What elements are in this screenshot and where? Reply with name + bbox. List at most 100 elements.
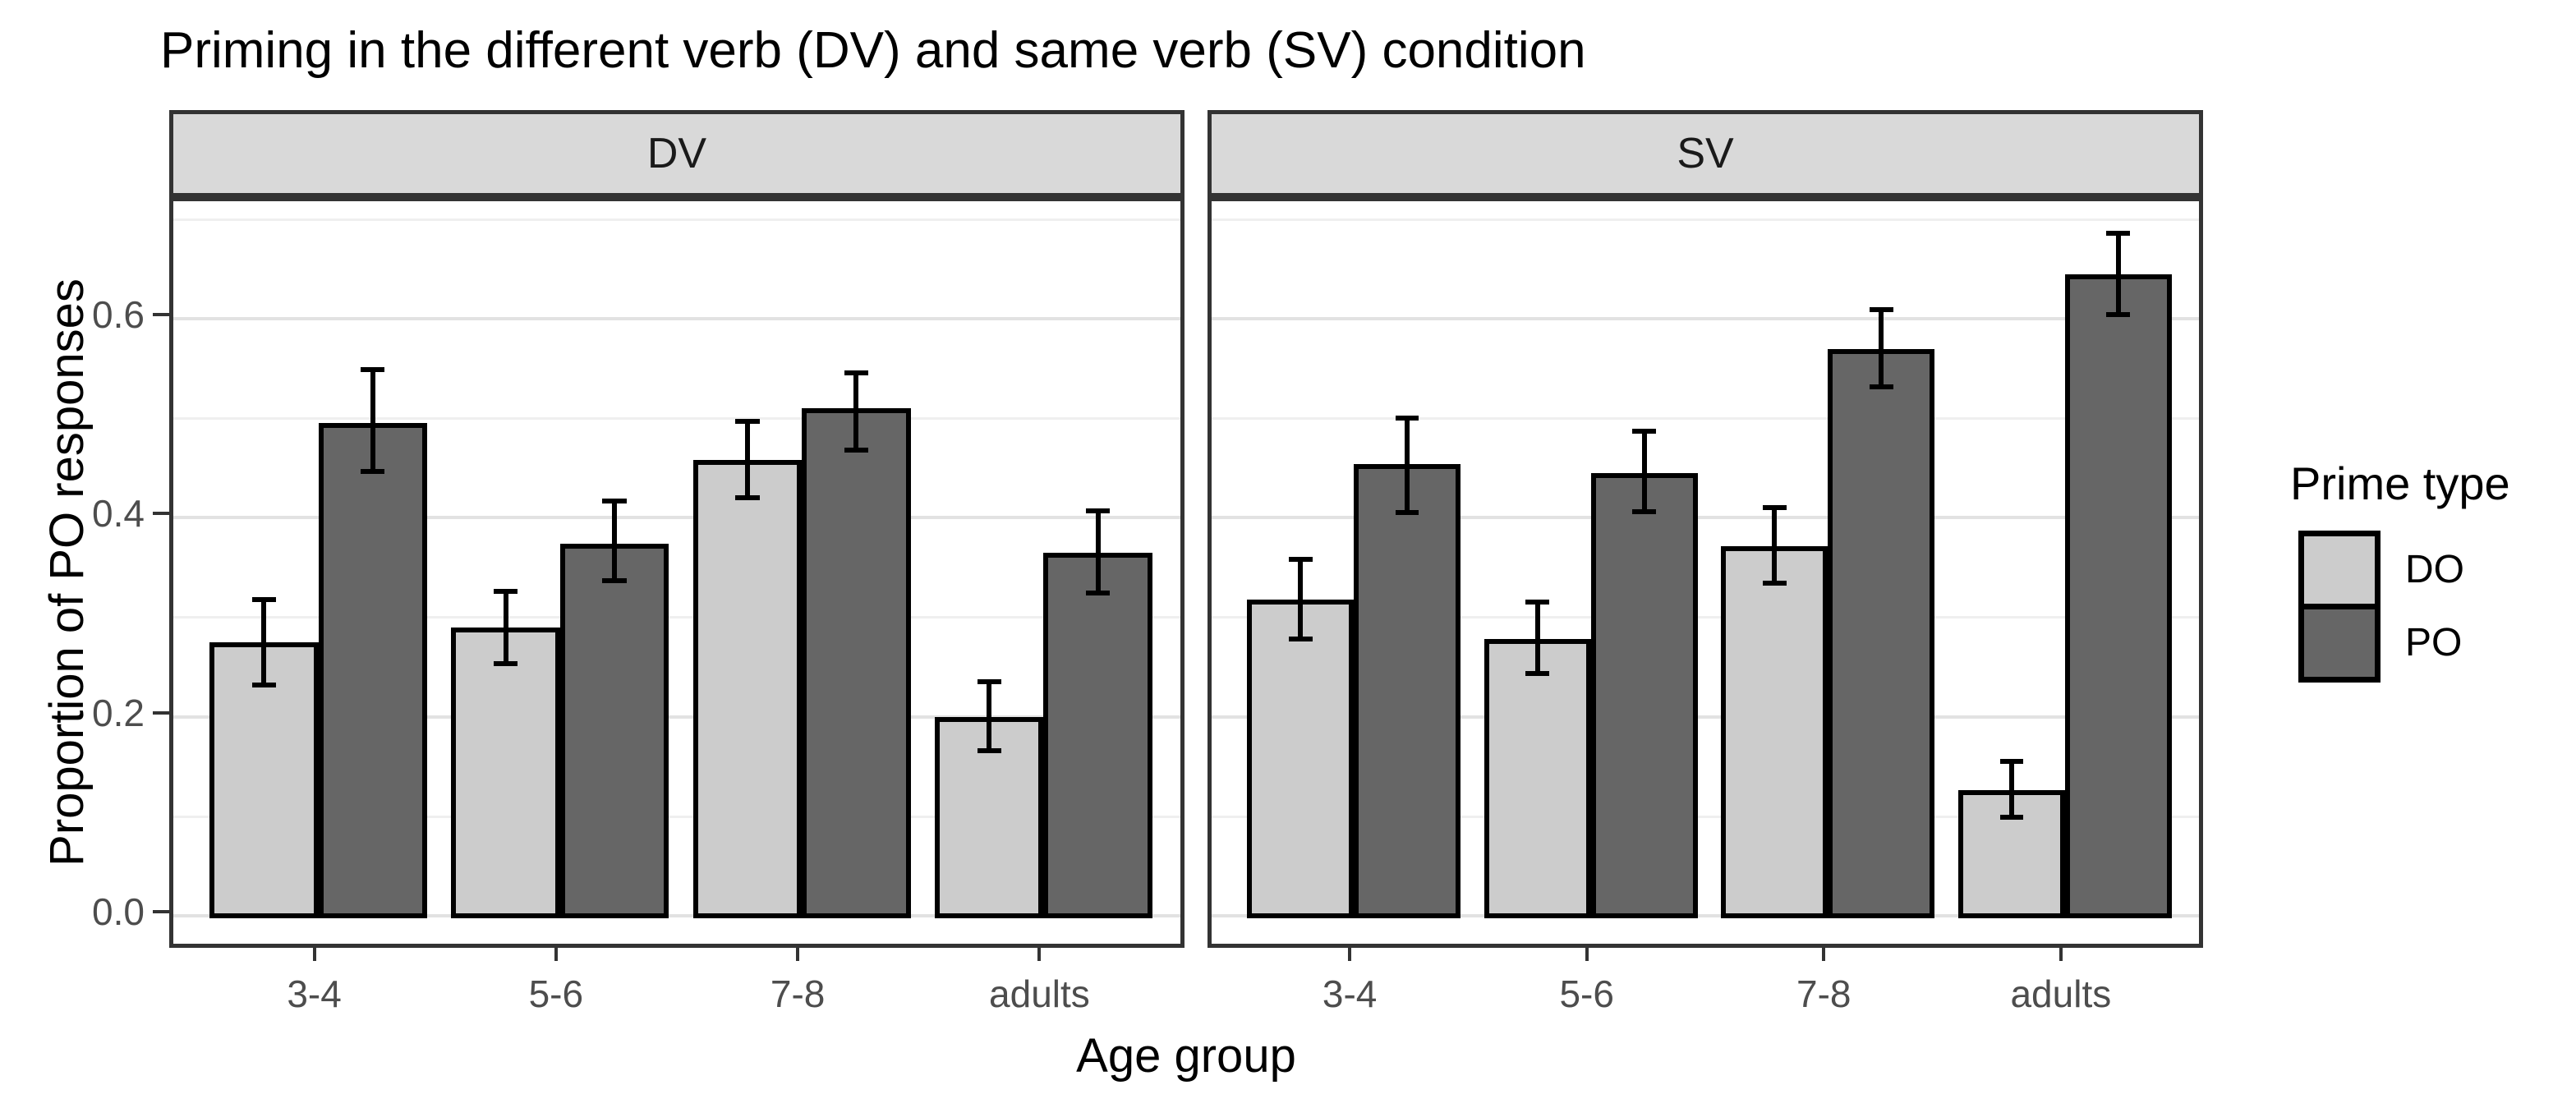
- gridline-minor-0.3: [1212, 616, 2199, 619]
- gridline-major-0.2: [173, 715, 1180, 719]
- error-bar-sv-3-4-do-cap-high: [1288, 557, 1313, 563]
- error-bar-dv-adults-do-cap-high: [977, 679, 1001, 685]
- error-bar-dv-7-8-do-cap-high: [735, 418, 760, 424]
- facet-strip-sv: SV: [1208, 110, 2203, 197]
- error-bar-dv-5-6-po-cap-low: [602, 577, 627, 583]
- y-tick-0.4: [153, 512, 169, 516]
- bar-dv-7-8-do: [692, 459, 803, 918]
- error-bar-dv-adults-po: [1095, 510, 1101, 594]
- x-tick-label-sv-7-8: 7-8: [1796, 972, 1852, 1015]
- x-tick-dv-5-6: [554, 948, 558, 961]
- x-tick-sv-7-8: [1822, 948, 1826, 961]
- bar-dv-5-6-do: [451, 627, 560, 918]
- x-tick-label-dv-adults: adults: [989, 972, 1090, 1015]
- y-tick-0.6: [153, 312, 169, 316]
- error-bar-sv-adults-po-cap-high: [2106, 230, 2131, 236]
- facet-panel-dv: [169, 197, 1184, 948]
- facet-panel-sv: [1208, 197, 2203, 948]
- error-bar-dv-3-4-po: [370, 369, 375, 472]
- error-bar-dv-3-4-do-cap-low: [251, 682, 277, 687]
- bar-sv-adults-po: [2064, 274, 2172, 918]
- legend-swatch-po: [2298, 604, 2380, 683]
- error-bar-dv-3-4-do: [261, 599, 267, 685]
- y-tick-label-0.6: 0.6: [92, 292, 145, 336]
- legend-label-do: DO: [2405, 548, 2464, 591]
- error-bar-sv-5-6-do: [1534, 602, 1540, 674]
- error-bar-dv-7-8-po-cap-high: [844, 370, 869, 376]
- bar-sv-5-6-do: [1484, 639, 1591, 918]
- error-bar-dv-3-4-po-cap-high: [361, 366, 385, 372]
- error-bar-dv-adults-do-cap-low: [977, 747, 1001, 753]
- x-tick-sv-3-4: [1348, 948, 1352, 961]
- x-tick-label-sv-3-4: 3-4: [1322, 972, 1378, 1015]
- error-bar-sv-7-8-po: [1879, 309, 1884, 388]
- error-bar-sv-3-4-po: [1405, 418, 1410, 513]
- error-bar-sv-3-4-po-cap-high: [1395, 416, 1419, 421]
- gridline-major-0.6: [173, 316, 1180, 320]
- facet-strip-dv: DV: [169, 110, 1184, 197]
- error-bar-sv-adults-do-cap-low: [1999, 815, 2024, 820]
- error-bar-dv-5-6-do: [503, 591, 508, 664]
- error-bar-sv-5-6-po: [1641, 430, 1647, 512]
- y-tick-0.2: [153, 710, 169, 715]
- y-tick-label-0.0: 0.0: [92, 890, 145, 933]
- error-bar-sv-5-6-do-cap-high: [1525, 600, 1550, 605]
- error-bar-sv-adults-do: [2008, 761, 2014, 817]
- error-bar-sv-5-6-do-cap-low: [1525, 671, 1550, 677]
- error-bar-sv-7-8-po-cap-high: [1869, 306, 1893, 312]
- x-tick-label-dv-7-8: 7-8: [770, 972, 826, 1015]
- error-bar-sv-adults-do-cap-high: [1999, 759, 2024, 765]
- gridline-major-0.2: [1212, 715, 2199, 719]
- gridline-minor-0.7: [1212, 218, 2199, 221]
- gridline-major-0: [1212, 914, 2199, 917]
- x-tick-dv-7-8: [796, 948, 800, 961]
- x-axis-title: Age group: [1076, 1029, 1296, 1083]
- bar-dv-3-4-do: [209, 641, 319, 918]
- error-bar-sv-7-8-do-cap-low: [1762, 581, 1787, 586]
- legend-swatch-do: [2298, 531, 2380, 609]
- error-bar-sv-7-8-do-cap-high: [1762, 505, 1787, 511]
- bar-sv-3-4-po: [1354, 463, 1460, 918]
- legend-label-po: PO: [2405, 621, 2463, 664]
- x-tick-label-sv-5-6: 5-6: [1559, 972, 1614, 1015]
- error-bar-dv-adults-po-cap-low: [1085, 591, 1111, 596]
- error-bar-sv-adults-po-cap-low: [2106, 311, 2131, 317]
- error-bar-dv-7-8-do: [744, 421, 750, 498]
- bar-dv-7-8-po: [802, 407, 911, 918]
- error-bar-sv-7-8-po-cap-low: [1869, 384, 1893, 390]
- gridline-minor-0.7: [173, 218, 1180, 221]
- bar-dv-adults-po: [1043, 552, 1152, 918]
- facet-strip-label-dv: DV: [646, 130, 707, 177]
- x-tick-dv-adults: [1037, 948, 1042, 961]
- gridline-minor-0.3: [173, 616, 1180, 619]
- error-bar-dv-adults-po-cap-high: [1085, 508, 1111, 513]
- bar-dv-adults-do: [935, 716, 1044, 918]
- x-tick-label-dv-5-6: 5-6: [528, 972, 584, 1015]
- gridline-major-0.6: [1212, 316, 2199, 320]
- facet-strip-label-sv: SV: [1677, 130, 1734, 177]
- error-bar-dv-7-8-do-cap-low: [735, 494, 760, 500]
- gridline-major-0: [173, 914, 1180, 917]
- x-tick-label-sv-adults: adults: [2010, 972, 2112, 1015]
- bar-sv-3-4-do: [1247, 599, 1355, 918]
- error-bar-dv-7-8-po: [853, 373, 859, 450]
- y-tick-label-0.4: 0.4: [92, 492, 145, 536]
- gridline-minor-0.5: [1212, 417, 2199, 420]
- gridline-minor-0.1: [173, 815, 1180, 818]
- gridline-major-0.4: [1212, 516, 2199, 520]
- x-tick-dv-3-4: [312, 948, 316, 961]
- error-bar-dv-5-6-do-cap-low: [493, 661, 518, 667]
- error-bar-sv-adults-po: [2115, 232, 2121, 315]
- error-bar-dv-3-4-po-cap-low: [361, 469, 385, 475]
- error-bar-sv-7-8-do: [1772, 508, 1778, 584]
- chart-title: Priming in the different verb (DV) and s…: [160, 22, 1586, 79]
- bar-sv-7-8-po: [1828, 349, 1935, 918]
- error-bar-sv-5-6-po-cap-low: [1632, 508, 1657, 514]
- legend-title: Prime type: [2290, 457, 2510, 509]
- y-tick-0.0: [153, 910, 169, 913]
- error-bar-sv-3-4-po-cap-low: [1395, 510, 1419, 516]
- x-tick-sv-5-6: [1585, 948, 1589, 961]
- bar-dv-5-6-po: [559, 543, 669, 918]
- x-tick-label-dv-3-4: 3-4: [287, 972, 342, 1015]
- y-tick-label-0.2: 0.2: [92, 691, 145, 734]
